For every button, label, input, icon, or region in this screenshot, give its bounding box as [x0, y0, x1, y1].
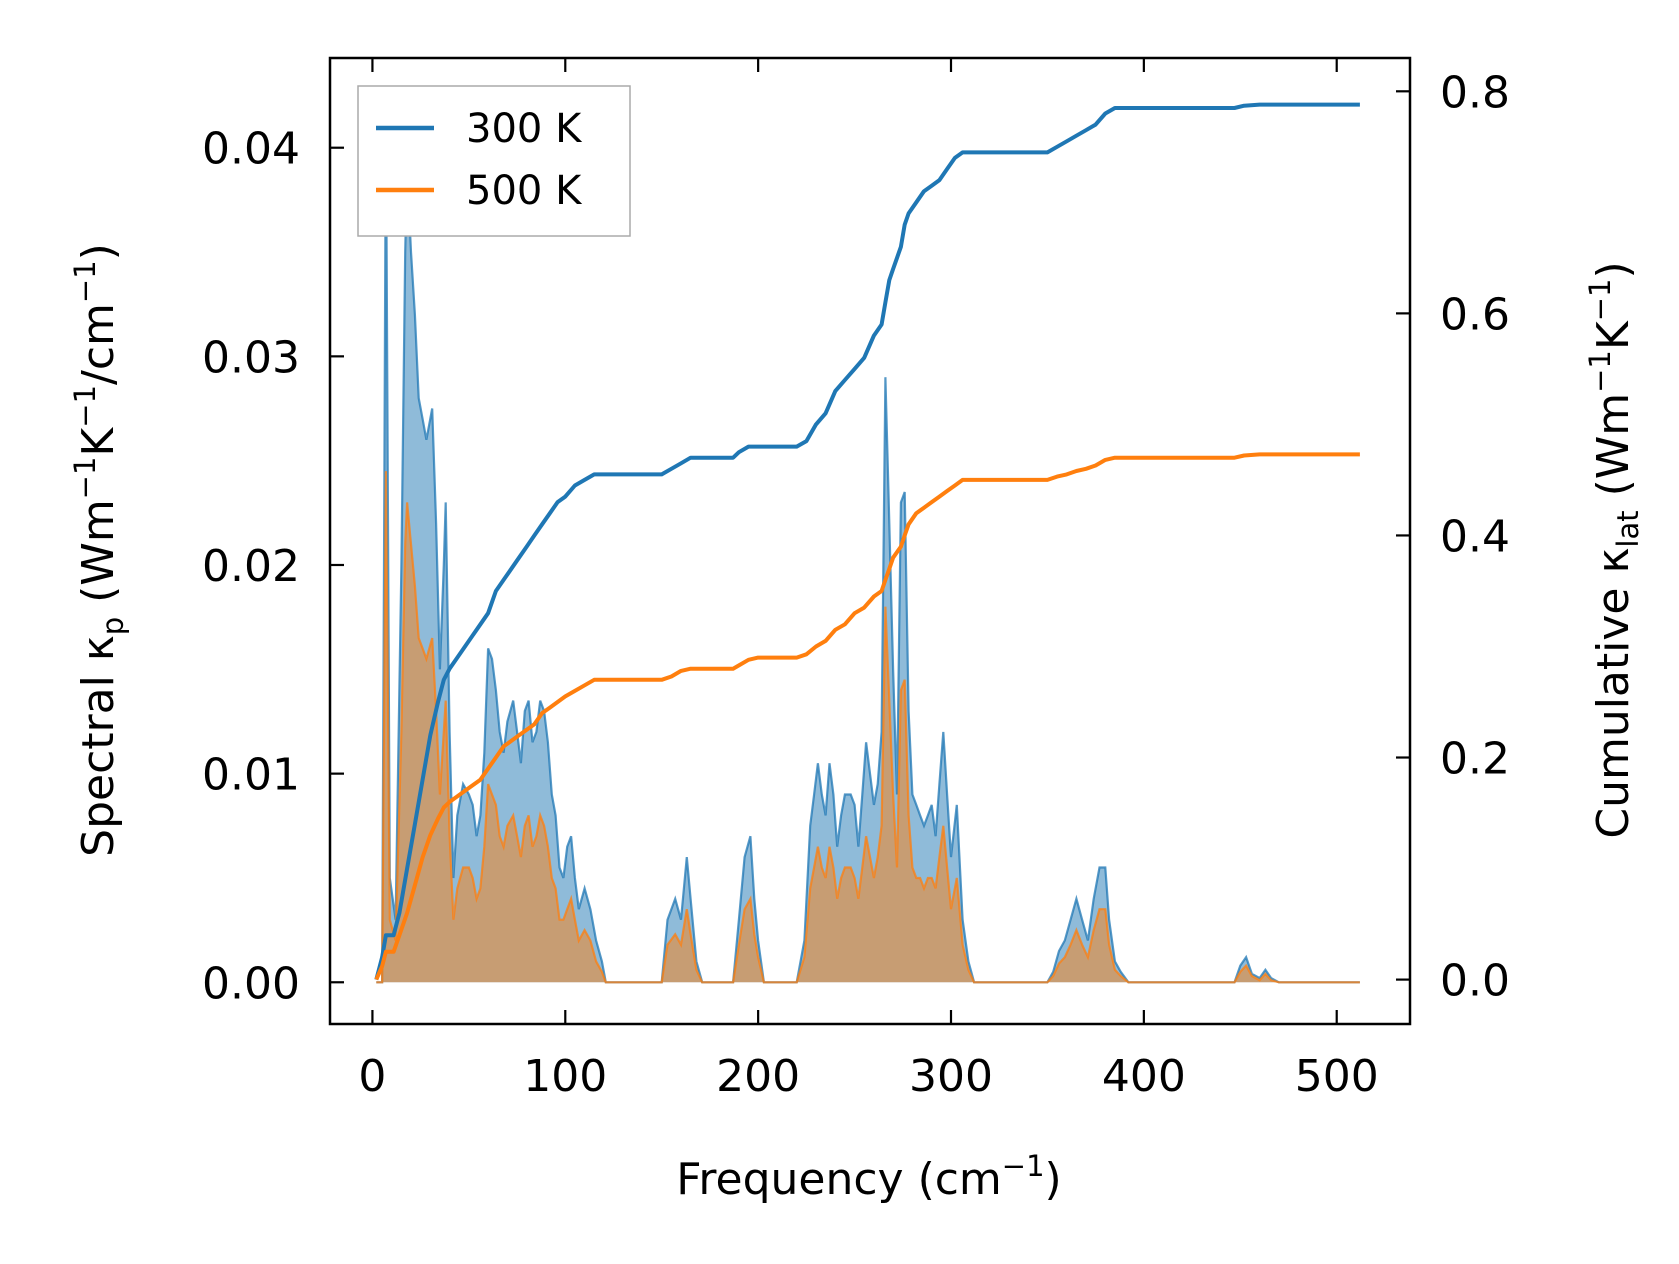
- y-right-tick-label: 0.6: [1440, 289, 1510, 340]
- cumulative-line-500k: [374, 452, 1360, 981]
- legend-label-500k: 500 K: [466, 168, 583, 214]
- y-right-axis-title: Cumulative κlat (Wm−1K−1): [1583, 261, 1645, 838]
- x-tick-label: 300: [909, 1051, 993, 1102]
- x-tick-label: 100: [523, 1051, 607, 1102]
- y-left-tick-label: 0.03: [202, 332, 300, 383]
- x-tick-label: 0: [358, 1051, 386, 1102]
- y-right-tick-label: 0.2: [1440, 734, 1510, 785]
- spectral-line-500k: [376, 471, 1360, 984]
- x-tick-label: 500: [1295, 1051, 1379, 1102]
- plot-frame: [328, 56, 1412, 1026]
- legend: 300 K 500 K: [357, 85, 631, 237]
- x-tick-label: 400: [1102, 1051, 1186, 1102]
- y-right-tick-label: 0.8: [1440, 67, 1510, 118]
- y-left-tick-label: 0.00: [202, 958, 300, 1009]
- tick-layer: 0 100 200 300 400 500 0.00 0.01 0.02 0.03 0.04 0.0 0…: [202, 58, 1510, 1102]
- y-left-tick-label: 0.01: [202, 750, 300, 801]
- line-layer: [374, 102, 1360, 981]
- cumulative-line-300k: [374, 102, 1360, 981]
- legend-box: [357, 85, 631, 237]
- spectral-area-500k: [376, 471, 1360, 983]
- y-left-tick-label: 0.04: [202, 124, 300, 175]
- legend-label-300k: 300 K: [466, 106, 583, 152]
- x-tick-label: 200: [716, 1051, 800, 1102]
- y-left-axis-title: Spectral κp (Wm−1K−1/cm−1): [68, 243, 130, 857]
- y-right-tick-label: 0.4: [1440, 511, 1510, 562]
- y-right-tick-label: 0.0: [1440, 956, 1510, 1007]
- y-left-tick-label: 0.02: [202, 541, 300, 592]
- x-axis-title: Frequency (cm−1): [676, 1149, 1061, 1205]
- spectral-fill-layer: [376, 105, 1360, 984]
